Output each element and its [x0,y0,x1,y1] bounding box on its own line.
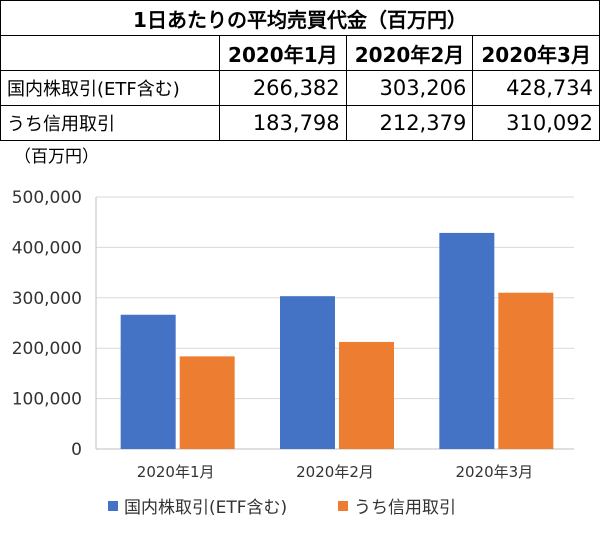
bar-domestic-1 [120,314,176,449]
bar-chart: （百万円） 0 100,000 200,000 300,000 400,000 500,0… [12,147,574,518]
y-tick-label: 100,000 [12,390,82,410]
table-header-empty [0,35,220,71]
cell-margin-mar: 310,092 [472,105,600,141]
unit-label: （百万円） [14,147,99,167]
y-tick-label: 500,000 [12,188,82,208]
legend: 国内株取引(ETF含む) うち信用取引 [108,498,456,518]
table-header-row: 2020年1月 2020年2月 2020年3月 [0,35,600,71]
row-label-domestic: 国内株取引(ETF含む) [0,70,220,106]
legend-label: 国内株取引(ETF含む) [124,498,287,518]
cell-margin-jan: 183,798 [219,105,347,141]
table-row: 国内株取引(ETF含む) 266,382 303,206 428,734 [0,70,600,106]
y-tick-label: 0 [71,440,82,460]
summary-table: 1日あたりの平均売買代金（百万円） 2020年1月 2020年2月 2020年3… [0,0,600,141]
y-tick-label: 300,000 [12,289,82,309]
legend-swatch [338,501,348,511]
x-tick-label: 2020年2月 [296,463,374,481]
table-header-feb: 2020年2月 [345,35,474,71]
cell-domestic-feb: 303,206 [345,70,474,106]
bar-domestic-2 [280,296,335,449]
table-header-jan: 2020年1月 [219,35,347,71]
x-tick-label: 2020年3月 [455,463,533,481]
cell-margin-feb: 212,379 [345,105,474,141]
legend-swatch [108,501,118,511]
bar-margin-1 [179,356,235,449]
bar-domestic-3 [439,232,495,449]
legend-label: うち信用取引 [354,498,456,518]
y-tick-label: 200,000 [12,339,82,359]
row-label-margin: うち信用取引 [0,105,220,141]
y-tick-label: 400,000 [12,238,82,258]
table-row: うち信用取引 183,798 212,379 310,092 [0,105,600,141]
bar-margin-2 [339,341,394,449]
table-header-mar: 2020年3月 [472,35,600,71]
cell-domestic-mar: 428,734 [472,70,600,106]
table-title: 1日あたりの平均売買代金（百万円） [0,0,600,36]
bar-margin-3 [498,292,554,449]
table-title-row: 1日あたりの平均売買代金（百万円） [0,0,600,36]
cell-domestic-jan: 266,382 [219,70,347,106]
x-axis-labels: 2020年1月 2020年2月 2020年3月 [137,463,533,481]
bars [120,232,554,449]
x-tick-label: 2020年1月 [137,463,215,481]
y-axis-labels: 0 100,000 200,000 300,000 400,000 500,000 [12,188,82,460]
